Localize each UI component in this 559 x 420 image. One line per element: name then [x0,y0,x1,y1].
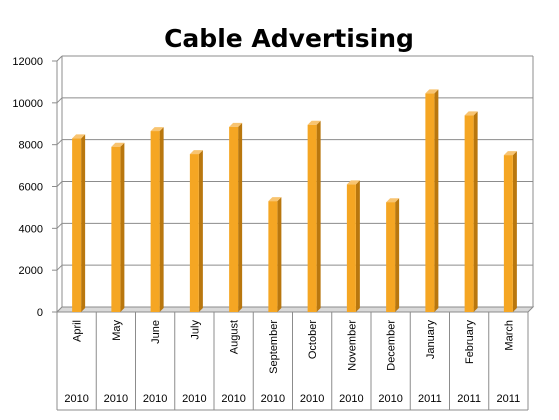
gridline-depth [56,181,63,187]
y-tick-label: 8000 [19,140,43,152]
year-label: 2010 [104,393,128,405]
bar-top [229,122,243,127]
bar-top [150,127,164,132]
bar-top [503,151,517,156]
year-label: 2011 [497,393,521,405]
bar [464,115,474,312]
year-label: 2010 [182,393,206,405]
bar [268,201,278,312]
month-label: November [346,320,358,371]
bar-top [386,198,400,203]
bar [189,154,199,312]
floor [55,306,535,313]
bar-side [81,134,86,312]
month-label: May [111,320,123,341]
bar-top [111,142,125,147]
gridline-depth [56,222,63,229]
bar-side [512,151,517,312]
bar-top [72,134,86,139]
bar-top [464,111,478,116]
year-label: 2010 [339,393,363,405]
bar [425,93,435,312]
month-label: March [503,320,515,351]
month-label: February [464,320,476,365]
month-label: June [150,320,162,344]
month-label: July [189,320,201,340]
year-label: 2010 [221,393,245,405]
bar [386,202,396,312]
bar-side [277,197,282,312]
y-tick-label: 12000 [12,56,43,68]
month-label: January [425,320,437,360]
year-label: 2011 [457,393,481,405]
bar [503,155,513,312]
bar-side [355,180,360,312]
bar-top [189,150,203,155]
y-tick-label: 4000 [19,223,43,235]
y-tick-label: 0 [37,307,43,319]
y-tick-label: 10000 [12,98,43,110]
bar-side [316,120,321,312]
month-label: April [72,320,84,342]
gridline-depth [56,97,63,104]
year-label: 2011 [418,393,442,405]
bar [346,184,356,312]
bar-top [307,120,321,125]
y-tick-label: 2000 [19,265,43,277]
chart-title: Cable Advertising [164,24,414,53]
bar-side [473,111,478,312]
month-label: September [268,320,280,374]
bar [229,126,239,312]
y-tick-label: 6000 [19,182,43,194]
bar-side [159,127,164,312]
gridline-depth [56,139,63,146]
category-labels: April 2010 May 2010 June 2010 July 2010 August 20… [64,320,520,405]
bar-top [346,180,360,185]
year-label: 2010 [378,393,402,405]
bar [307,124,317,312]
gridline-depth [56,264,63,271]
bar [150,131,160,312]
bar-side [120,142,125,312]
bar [111,146,121,312]
bar [72,138,82,312]
bar-side [238,122,243,312]
axes: 0 2000 4000 6000 8000 10000 12000 [12,56,535,411]
bars [72,89,517,312]
year-label: 2010 [143,393,167,405]
month-label: October [307,320,319,359]
bar-side [434,89,439,312]
month-label: December [386,320,398,371]
gridline-depth [56,55,63,62]
grid [56,55,534,313]
year-label: 2010 [64,393,88,405]
month-label: August [229,320,241,354]
bar-side [198,150,203,312]
year-label: 2010 [261,393,285,405]
bar-top [268,197,282,202]
bar-side [395,198,400,312]
year-label: 2010 [300,393,324,405]
bar-top [425,89,439,94]
